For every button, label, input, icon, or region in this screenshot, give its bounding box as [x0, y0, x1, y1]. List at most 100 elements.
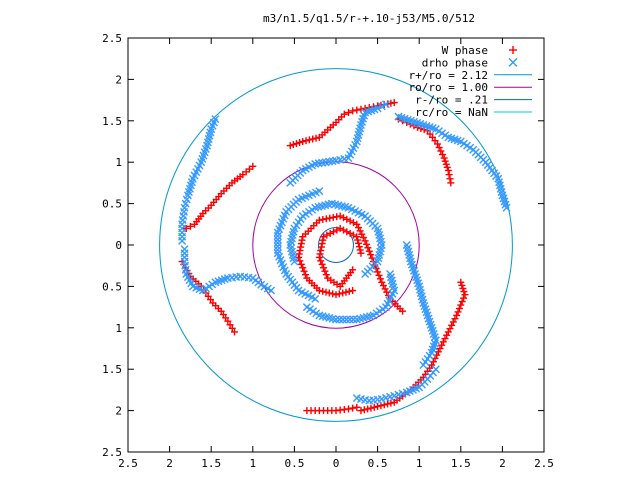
w-phase-point: [458, 281, 466, 289]
marker-stroke: [287, 247, 296, 256]
w-phase-point: [317, 257, 325, 265]
w-phase-point: [356, 227, 364, 235]
w-phase-point: [363, 240, 371, 248]
marker-stroke: [494, 174, 503, 183]
marker-stroke: [376, 234, 385, 243]
marker-stroke: [273, 245, 282, 254]
marker-stroke: [276, 256, 285, 265]
x-tick-label: 1: [249, 457, 256, 470]
drho-phase-point: [419, 361, 428, 370]
w-phase-point: [454, 308, 462, 316]
marker-stroke: [405, 250, 414, 259]
marker-stroke: [337, 202, 346, 211]
marker-stroke: [188, 282, 197, 291]
marker-stroke: [244, 273, 253, 282]
series-drho-phase: [178, 100, 511, 405]
x-tick-label: 2: [166, 457, 173, 470]
w-phase-point: [339, 226, 347, 234]
marker-stroke: [456, 137, 465, 146]
marker-stroke: [415, 282, 424, 291]
marker-stroke: [495, 178, 504, 187]
marker-stroke: [447, 134, 456, 143]
marker-stroke: [273, 232, 282, 241]
x-tick-label: 0.5: [284, 457, 304, 470]
marker-stroke: [279, 263, 288, 272]
marker-stroke: [411, 269, 420, 278]
marker-stroke: [423, 311, 432, 320]
marker-stroke: [386, 269, 395, 278]
w-phase-point: [434, 140, 442, 148]
w-phase-point: [357, 249, 365, 257]
marker-stroke: [499, 194, 508, 203]
w-phase-point: [323, 231, 331, 239]
x-tick-label: 1: [416, 457, 423, 470]
drho-phase-point: [273, 242, 282, 251]
drho-phase-point: [273, 238, 282, 247]
w-phase-point: [312, 134, 320, 142]
w-phase-point: [364, 405, 372, 413]
w-phase-point: [301, 271, 309, 279]
w-phase-point: [357, 407, 365, 415]
w-phase-point: [296, 139, 304, 147]
marker-stroke: [500, 197, 509, 206]
marker-stroke: [463, 141, 472, 150]
w-phase-point: [340, 110, 348, 118]
w-phase-point: [320, 264, 328, 272]
w-phase-point: [367, 251, 375, 259]
w-phase-point: [370, 403, 378, 411]
marker-stroke: [352, 394, 361, 403]
w-phase-point: [451, 315, 459, 323]
w-phase-point: [349, 107, 357, 115]
w-phase-point: [342, 288, 350, 296]
marker-stroke: [287, 244, 296, 253]
w-phase-point: [374, 402, 382, 410]
y-tick-label: 1.5: [102, 115, 122, 128]
w-phase-point: [446, 175, 454, 183]
w-phase-point: [182, 224, 190, 232]
radius-circle: [252, 161, 420, 329]
w-phase-point: [349, 231, 357, 239]
w-phase-point: [461, 291, 469, 299]
drho-phase-point: [315, 187, 324, 196]
marker-stroke: [418, 295, 427, 304]
marker-stroke: [341, 202, 350, 211]
legend-label: W phase: [442, 44, 488, 57]
w-phase-point: [353, 220, 361, 228]
marker-stroke: [438, 129, 447, 138]
legend-label: ro/ro = 1.00: [409, 81, 488, 94]
marker-stroke: [277, 259, 286, 268]
w-phase-point: [354, 239, 362, 247]
w-phase-point: [440, 154, 448, 162]
marker-stroke: [315, 311, 324, 320]
marker-stroke: [361, 269, 370, 278]
w-phase-point: [296, 257, 304, 265]
drho-phase-point: [502, 203, 511, 212]
w-phase-point: [447, 179, 455, 187]
chart-title: m3/n1.5/q1.5/r-+.10-j53/M5.0/512: [263, 12, 475, 25]
marker-stroke: [386, 273, 395, 282]
w-phase-point: [376, 275, 384, 283]
x-tick-label: 2.5: [118, 457, 138, 470]
w-phase-point: [230, 328, 238, 336]
w-phase-point: [345, 287, 353, 295]
marker-stroke: [428, 326, 437, 335]
marker-stroke: [334, 201, 343, 210]
x-tick-label: 1.5: [451, 457, 471, 470]
drho-phase-point: [335, 315, 344, 324]
drho-phase-point: [352, 315, 361, 324]
legend-label: rc/ro = NaN: [415, 106, 488, 119]
marker-stroke: [192, 283, 201, 292]
marker-stroke: [240, 273, 249, 282]
marker-stroke: [413, 276, 422, 285]
w-phase-point: [344, 109, 352, 117]
w-phase-point: [326, 229, 334, 237]
marker-stroke: [430, 333, 439, 342]
marker-stroke: [389, 283, 398, 292]
w-phase-point: [349, 219, 357, 227]
w-phase-point: [458, 298, 466, 306]
marker-stroke: [413, 118, 422, 127]
marker-stroke: [335, 315, 344, 324]
w-phase-point: [321, 267, 329, 275]
w-phase-point: [354, 236, 362, 244]
marker-stroke: [289, 254, 298, 263]
